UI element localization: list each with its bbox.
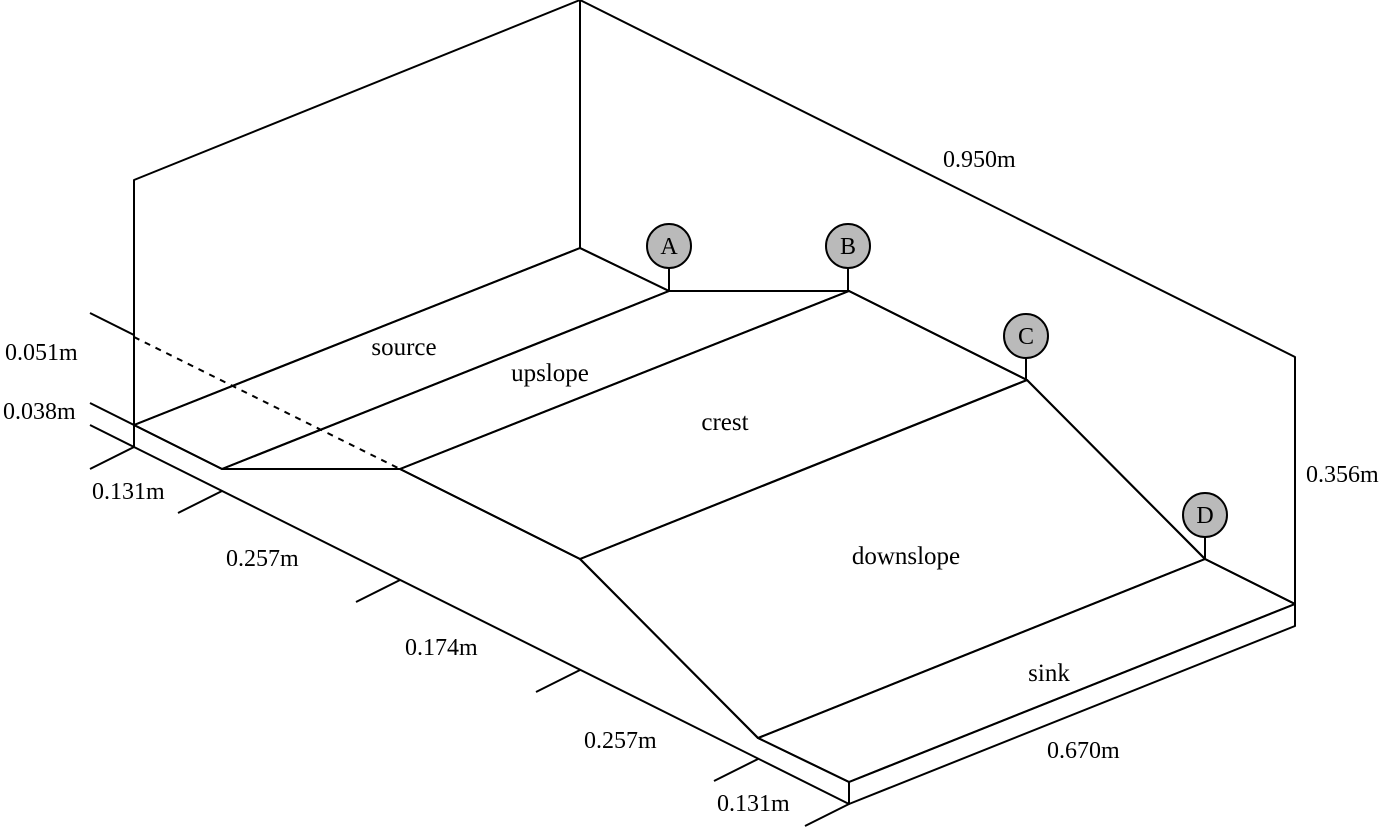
tick-front-1	[177, 490, 223, 514]
tick-front-4	[713, 758, 759, 782]
marker-d-label: D	[1196, 503, 1213, 529]
tick-left-1	[89, 312, 135, 336]
tick-left-3	[89, 424, 135, 448]
dim-width: 0.670m	[1047, 738, 1120, 764]
tick-front-3	[535, 669, 581, 693]
hidden-edge-dashed	[133, 336, 401, 470]
zone-label-sink: sink	[1028, 660, 1070, 687]
dim-length-crest: 0.174m	[405, 635, 478, 661]
dim-total-length: 0.950m	[943, 147, 1016, 173]
zone-label-source: source	[371, 334, 436, 361]
zone-label-upslope: upslope	[511, 360, 589, 387]
tick-front-5	[804, 803, 850, 827]
dim-length-downslope: 0.257m	[584, 728, 657, 754]
zone-label-crest: crest	[701, 409, 748, 436]
front-side-face	[133, 424, 850, 805]
tick-left-2	[89, 402, 135, 426]
marker-c-label: C	[1018, 324, 1034, 350]
tick-front-0	[89, 446, 135, 470]
dim-wall-height: 0.356m	[1306, 462, 1379, 488]
dim-left-height-1: 0.051m	[5, 340, 78, 366]
marker-b-circle	[825, 223, 871, 269]
marker-d-circle	[1182, 492, 1228, 538]
dim-length-sink: 0.131m	[717, 791, 790, 817]
marker-a-label: A	[660, 234, 678, 260]
tick-front-2	[355, 579, 401, 603]
marker-b-label: B	[840, 234, 856, 260]
right-end-face	[848, 603, 1296, 805]
dim-length-upslope: 0.257m	[226, 546, 299, 572]
zone-label-downslope: downslope	[852, 543, 960, 570]
marker-a-circle	[646, 223, 692, 269]
marker-c-circle	[1003, 313, 1049, 359]
dim-left-height-2: 0.038m	[3, 399, 76, 425]
zone-sink	[757, 558, 1296, 783]
dim-length-source: 0.131m	[92, 479, 165, 505]
